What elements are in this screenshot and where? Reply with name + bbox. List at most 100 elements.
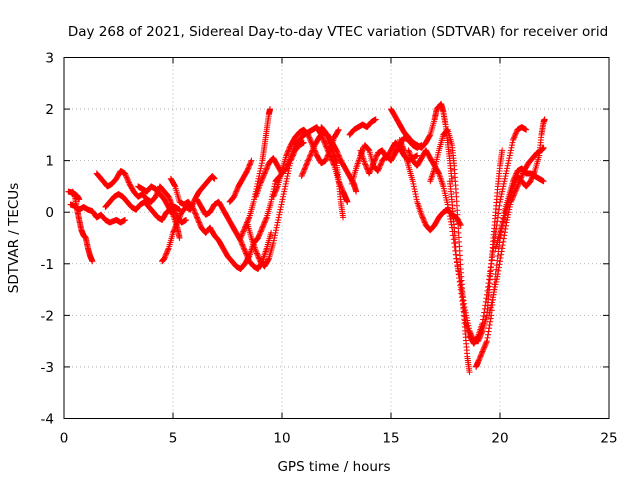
data-point-marker [499, 245, 506, 252]
data-point-marker [479, 349, 486, 356]
data-point-marker [502, 173, 509, 180]
data-point-marker [277, 204, 284, 211]
data-point-marker [298, 173, 305, 180]
data-point-marker [511, 179, 518, 186]
data-point-marker [481, 344, 488, 351]
data-point-marker [306, 134, 313, 141]
data-point-marker [268, 198, 275, 205]
data-point-marker [367, 166, 374, 173]
data-point-marker [305, 133, 312, 140]
y-tick-label: -3 [41, 360, 54, 376]
series-track-7 [159, 173, 218, 265]
data-point-marker [491, 289, 498, 296]
data-point-marker [164, 247, 171, 254]
data-point-marker [240, 245, 247, 252]
data-point-marker [232, 189, 239, 196]
data-point-marker [468, 331, 475, 338]
data-point-marker [239, 229, 246, 236]
data-point-marker [529, 174, 536, 181]
data-point-marker [256, 231, 263, 238]
data-point-marker [486, 276, 493, 283]
data-point-marker [463, 312, 470, 319]
data-point-marker [282, 180, 289, 187]
data-point-marker [493, 278, 500, 285]
series-track-10 [226, 157, 255, 205]
data-point-marker [456, 271, 463, 278]
data-point-marker [257, 165, 264, 172]
data-point-marker [324, 152, 331, 159]
data-point-marker [463, 314, 470, 321]
data-point-marker [486, 309, 493, 316]
data-point-marker [270, 240, 277, 247]
data-point-marker [458, 284, 465, 291]
data-point-marker [172, 224, 179, 231]
data-point-marker [476, 335, 483, 342]
data-point-marker [530, 171, 537, 178]
data-point-marker [484, 334, 491, 341]
series-track-16 [318, 124, 347, 221]
data-point-marker [255, 253, 262, 260]
grid-layer [64, 57, 609, 419]
data-point-marker [511, 180, 518, 187]
data-point-marker [194, 215, 201, 222]
data-point-marker [501, 178, 508, 185]
data-point-marker [483, 338, 490, 345]
data-point-marker [397, 139, 404, 146]
data-point-marker [170, 228, 177, 235]
data-point-marker [475, 357, 482, 364]
data-point-marker [361, 160, 368, 167]
data-point-marker [480, 345, 487, 352]
data-point-marker [400, 146, 407, 153]
data-point-marker [500, 180, 507, 187]
data-point-marker [510, 135, 517, 142]
data-point-marker [511, 133, 518, 140]
data-point-marker [502, 170, 509, 177]
y-tick-label: -4 [41, 412, 54, 428]
data-point-marker [258, 178, 265, 185]
data-point-marker [260, 173, 267, 180]
data-point-marker [299, 170, 306, 177]
data-point-marker [407, 152, 414, 159]
data-point-marker [328, 146, 335, 153]
data-point-marker [495, 267, 502, 274]
data-point-marker [167, 197, 174, 204]
data-point-marker [444, 201, 451, 208]
data-point-marker [196, 220, 203, 227]
data-point-marker [370, 161, 377, 168]
data-point-marker [281, 186, 288, 193]
data-point-marker [492, 281, 499, 288]
series-track-13 [252, 124, 351, 205]
data-point-marker [305, 156, 312, 163]
data-point-marker [476, 354, 483, 361]
data-point-marker [261, 220, 268, 227]
data-point-marker [454, 262, 461, 269]
data-point-marker [457, 222, 464, 229]
data-point-marker [372, 116, 379, 123]
data-point-marker [173, 222, 180, 229]
data-point-marker [465, 322, 472, 329]
data-point-marker [196, 219, 203, 226]
data-point-marker [495, 206, 502, 213]
data-point-marker [274, 222, 281, 229]
data-point-marker [176, 235, 183, 241]
data-point-marker [258, 162, 265, 169]
data-point-marker [494, 273, 501, 280]
data-point-marker [513, 186, 520, 193]
data-point-marker [245, 165, 252, 172]
data-point-marker [253, 250, 260, 257]
data-point-marker [262, 218, 269, 225]
data-point-marker [487, 307, 494, 314]
data-point-marker [193, 213, 200, 220]
data-point-marker [238, 240, 245, 247]
data-point-marker [504, 162, 511, 169]
data-point-marker [240, 228, 247, 235]
series-track-27 [492, 116, 548, 252]
data-point-marker [276, 211, 283, 218]
data-point-marker [258, 227, 265, 234]
data-point-marker [261, 219, 268, 226]
data-point-marker [286, 144, 293, 151]
data-point-marker [486, 322, 493, 329]
data-point-marker [309, 147, 316, 154]
data-point-marker [274, 219, 281, 226]
data-point-marker [368, 164, 375, 171]
